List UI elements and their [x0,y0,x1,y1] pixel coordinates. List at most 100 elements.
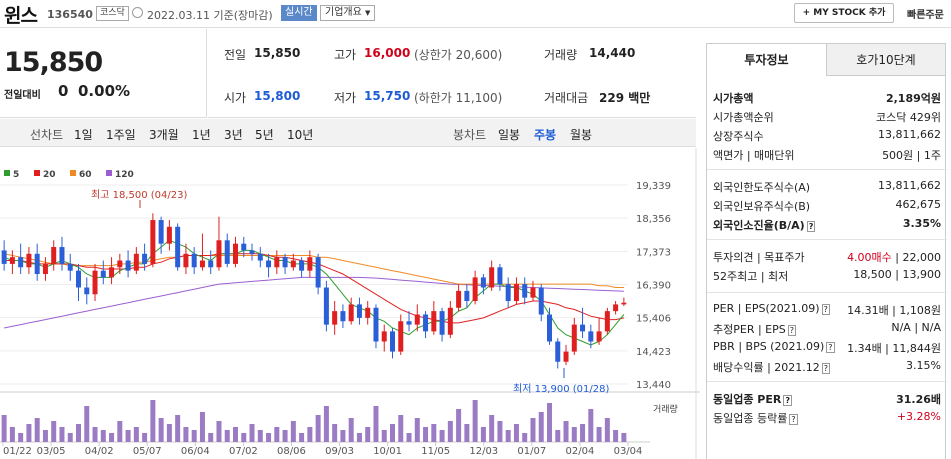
invest-row-value-text: 2,189억원 [885,92,941,105]
invest-row: 시가총액순위 코스닥 429위 [713,107,941,125]
volume-bar [323,406,329,442]
tab-3m[interactable]: 3개월 [149,128,179,142]
volume-bar [233,427,238,442]
invest-row-value-text: 13,811,662 [878,128,941,141]
volume-bar [497,421,503,442]
date-text: 2022.03.11 기준(장마감) [147,9,273,22]
tab-invest-info[interactable]: 투자정보 [707,44,827,76]
invest-row-value-text: N/A | N/A [891,321,941,334]
volume-bar [390,424,395,442]
corp-info-dropdown[interactable]: 기업개요 ▼ [320,5,376,21]
volume-bar [381,430,387,442]
volume-bar [34,418,40,442]
high-value: 16,000 [364,46,411,60]
candle-body [315,257,321,288]
candle-body [76,270,81,288]
invest-row-value-text: 18,500 | 13,900 [853,268,941,281]
invest-row: 시가총액 2,189억원 [713,88,941,106]
volume-bar [547,403,552,442]
candle-body [621,302,627,305]
candle-body [464,290,470,302]
change-percent: 0.00% [78,82,131,100]
candle-body [390,331,395,352]
ma-line-5 [3,239,625,346]
volume-bar [158,418,164,442]
invest-row: 외국인보유주식수(B) 462,675 [713,196,941,214]
tab-1d[interactable]: 1일 [74,128,93,142]
tab-5y[interactable]: 5년 [255,128,274,142]
invest-row-label: PER | EPS(2021.09)? [713,302,830,315]
tab-monthly[interactable]: 월봉 [570,128,593,142]
my-stock-add-button[interactable]: + MY STOCK 추가 [794,3,894,23]
invest-row-label: 투자의견 | 목표주가 [713,251,805,264]
candle-body [307,257,313,271]
volume-bar [183,427,189,442]
high-annotation: 최고 18,500 (04/23) [91,190,188,201]
candle-body [282,257,288,268]
tab-3y[interactable]: 3년 [224,128,243,142]
volume-bar [76,424,81,442]
invest-row: 추정PER | EPS? N/A | N/A [713,319,941,337]
tab-1y[interactable]: 1년 [192,128,211,142]
volume-bar [439,430,445,442]
x-tick-label: 01/07 [517,446,546,457]
candle-body [398,321,404,352]
candle-body [158,220,164,244]
tab-weekly[interactable]: 주봉 [534,128,557,142]
price-chart: 5 20 60 120 19,33918,35617,37316,39015,4061… [0,148,700,459]
invest-row-value-text: 1.34배 | 11,844원 [847,342,941,355]
quick-order-link[interactable]: 빠른주문 [907,10,944,21]
help-icon[interactable]: ? [783,395,792,406]
candle-body [431,311,437,332]
tab-1w[interactable]: 1주일 [106,128,136,142]
invest-row-value-text: 14.31배 | 1,108원 [847,304,941,317]
volume-bar [18,433,24,442]
tab-orderbook[interactable]: 호가10단계 [827,44,945,76]
candle-body [84,287,90,295]
volume-bar [398,415,404,442]
realtime-button[interactable]: 실시간 [281,5,317,21]
help-icon[interactable]: ? [787,325,796,336]
invest-row-label: 52주최고 | 최저 [713,270,789,283]
volume-bar [472,400,478,442]
invest-row-value: +3.28% [897,410,941,423]
y-tick-label: 18,356 [636,214,671,225]
x-tick-label: 09/03 [325,446,354,457]
candle-body [373,307,379,342]
x-tick-label: 03/04 [614,446,643,457]
invest-row: 외국인한도주식수(A) 13,811,662 [713,177,941,195]
invest-row-value-text: 31.26배 [896,393,941,406]
volume-bar [84,406,90,442]
ma-line-20 [4,253,625,324]
help-icon[interactable]: ? [789,414,798,425]
help-icon[interactable]: ? [821,304,830,315]
volume-bar [274,427,280,442]
volume-bar [480,427,486,442]
invest-row-label: 외국인소진율(B/A)? [713,219,816,232]
volume-bar [109,433,115,442]
volume-bar [216,421,222,442]
volume-bar [9,427,15,442]
candle-body [414,314,420,325]
help-icon[interactable]: ? [826,342,835,353]
x-tick-label: 10/01 [373,446,402,457]
invest-row-value-text: 462,675 [895,198,942,211]
volume-bar [1,415,7,442]
invest-row-value: 31.26배 [896,391,941,407]
volume-bar [513,424,519,442]
help-icon[interactable]: ? [806,221,816,232]
tab-daily[interactable]: 일봉 [498,128,521,142]
candle-body [266,260,272,268]
invest-row-value: N/A | N/A [891,321,941,334]
candle-body [18,257,24,268]
volume-bar [571,427,577,442]
volume-bar [464,424,470,442]
tab-10y[interactable]: 10년 [287,128,314,142]
help-icon[interactable]: ? [821,363,831,374]
invest-row-label: 외국인한도주식수(A) [713,181,811,194]
invest-row-value: 4.00매수 | 22,000 [847,249,941,265]
invest-row-value: 1.34배 | 11,844원 [847,340,941,356]
candle-body [480,277,486,288]
open-value: 15,800 [254,89,301,103]
candle-body [199,260,205,268]
